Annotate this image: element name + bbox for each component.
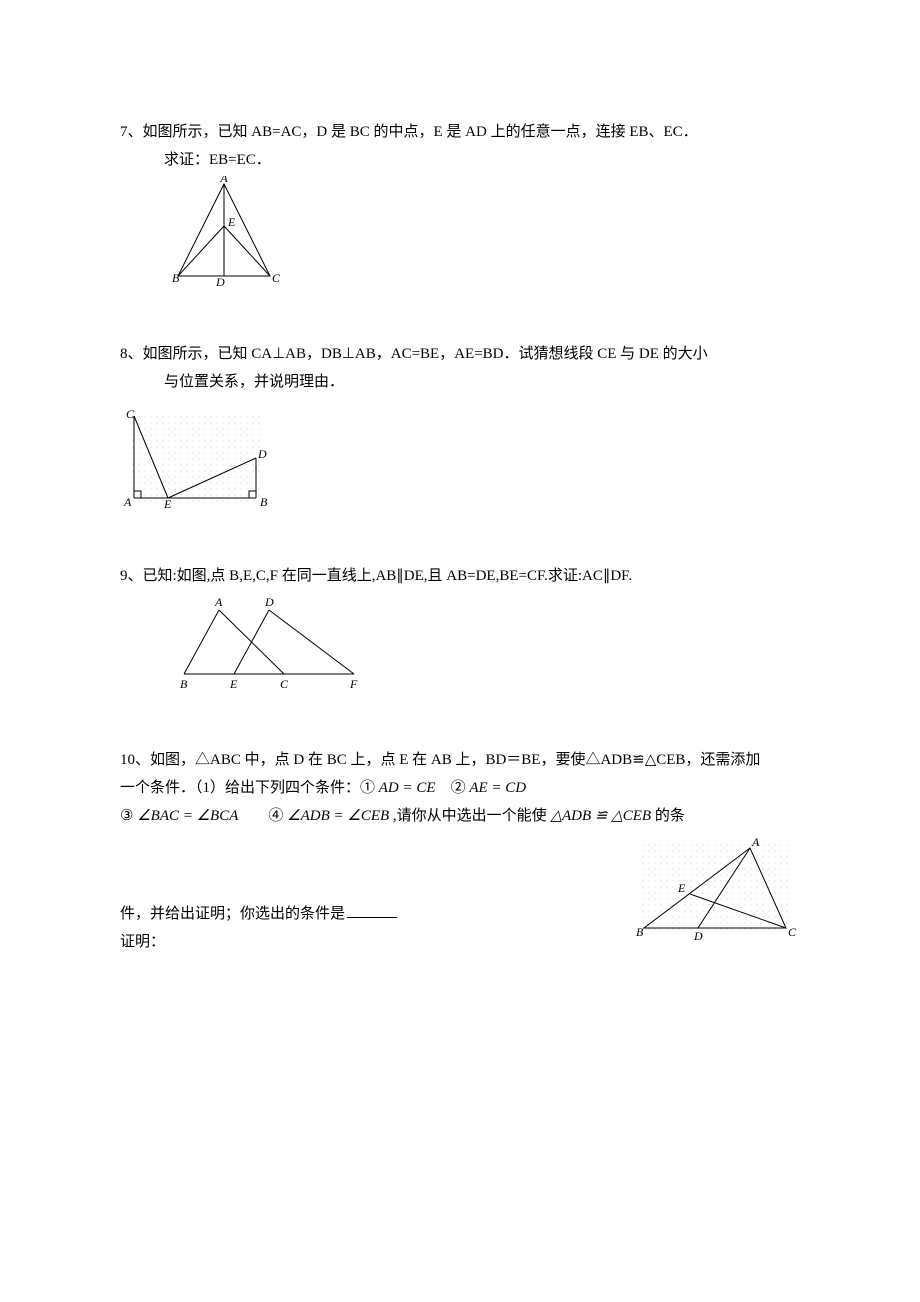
q7-label-D: D xyxy=(215,275,225,286)
q9-label-E: E xyxy=(229,677,238,691)
q10-num: 10、 xyxy=(120,752,150,768)
q9-num: 9、 xyxy=(120,568,143,584)
q7-label-C: C xyxy=(272,271,281,285)
q8-label-E: E xyxy=(163,497,172,508)
q7-label-E: E xyxy=(227,215,236,229)
q10-l2b: AD = CE xyxy=(379,780,436,796)
q8-label-A: A xyxy=(123,495,132,508)
q8-num: 8、 xyxy=(120,346,143,362)
q7-line2: 求证：EB=EC． xyxy=(120,148,810,172)
q10-line5: 证明： xyxy=(120,930,620,954)
problem-9: 9、已知:如图,点 B,E,C,F 在同一直线上,AB∥DE,且 AB=DE,B… xyxy=(120,564,810,700)
q8-label-D: D xyxy=(257,447,267,461)
q10-left: 件，并给出证明；你选出的条件是 证明： xyxy=(120,832,620,958)
q10-line3: ③ ∠BAC = ∠BCA ④ ∠ADB = ∠CEB ,请你从中选出一个能使 … xyxy=(120,804,810,828)
q10-text1: 如图，△ABC 中，点 D 在 BC 上，点 E 在 AB 上，BD＝BE，要使… xyxy=(150,752,760,768)
q7-figure: A B C D E xyxy=(120,176,810,294)
problem-8: 8、如图所示，已知 CA⊥AB，DB⊥AB，AC=BE，AE=BD．试猜想线段 … xyxy=(120,342,810,516)
q9-svg: A D B E C F xyxy=(164,592,374,692)
q7-num: 7、 xyxy=(120,124,143,140)
q8-label-C: C xyxy=(126,407,135,421)
q9-label-B: B xyxy=(180,677,188,691)
q8-line2: 与位置关系，并说明理由． xyxy=(120,370,810,394)
q10-l2a: 一个条件．（1）给出下列四个条件：① xyxy=(120,780,379,796)
q9-label-A: A xyxy=(214,595,223,609)
q9-text1: 已知:如图,点 B,E,C,F 在同一直线上,AB∥DE,且 AB=DE,BE=… xyxy=(143,568,633,584)
q9-label-F: F xyxy=(349,677,358,691)
q9-figure: A D B E C F xyxy=(120,592,810,700)
q7-svg: A B C D E xyxy=(164,176,284,286)
q10-l3e: ,请你从中选出一个能使 xyxy=(389,808,550,824)
q7-text1: 如图所示，已知 AB=AC，D 是 BC 的中点，E 是 AD 上的任意一点，连… xyxy=(143,124,698,140)
q10-row: 件，并给出证明；你选出的条件是 证明： xyxy=(120,832,810,958)
q10-svg: A B C D E xyxy=(630,832,800,942)
q9-line1: 9、已知:如图,点 B,E,C,F 在同一直线上,AB∥DE,且 AB=DE,B… xyxy=(120,564,810,588)
q10-label-A: A xyxy=(751,835,760,849)
q7-line1: 7、如图所示，已知 AB=AC，D 是 BC 的中点，E 是 AD 上的任意一点… xyxy=(120,120,810,144)
q10-label-E: E xyxy=(677,881,686,895)
q10-label-D: D xyxy=(693,929,703,942)
page: 7、如图所示，已知 AB=AC，D 是 BC 的中点，E 是 AD 上的任意一点… xyxy=(0,0,920,1302)
q10-label-C: C xyxy=(788,925,797,939)
q10-line4-wrap: 件，并给出证明；你选出的条件是 xyxy=(120,902,620,926)
q10-l2d: AE = CD xyxy=(469,780,526,796)
q10-figure: A B C D E xyxy=(620,832,810,950)
q9-label-D: D xyxy=(264,595,274,609)
q10-l3a: ③ xyxy=(120,808,137,824)
q10-l2c: ② xyxy=(436,780,470,796)
problem-7: 7、如图所示，已知 AB=AC，D 是 BC 的中点，E 是 AD 上的任意一点… xyxy=(120,120,810,294)
q7-label-A: A xyxy=(219,176,228,185)
q10-l3d: ∠ADB = ∠CEB xyxy=(287,808,389,824)
q10-l3b: ∠BAC = ∠BCA xyxy=(137,808,238,824)
q8-figure: C D A E B xyxy=(120,398,810,516)
q10-l3c: ④ xyxy=(238,808,287,824)
q8-label-B: B xyxy=(260,495,268,508)
q10-line1: 10、如图，△ABC 中，点 D 在 BC 上，点 E 在 AB 上，BD＝BE… xyxy=(120,748,810,772)
q10-l3g: 的条 xyxy=(651,808,685,824)
q10-line2: 一个条件．（1）给出下列四个条件：① AD = CE ② AE = CD xyxy=(120,776,810,800)
q8-svg: C D A E B xyxy=(120,398,275,508)
q10-l3f: △ADB ≌ △CEB xyxy=(550,808,651,824)
q8-text1: 如图所示，已知 CA⊥AB，DB⊥AB，AC=BE，AE=BD．试猜想线段 CE… xyxy=(143,346,708,362)
q9-label-C: C xyxy=(280,677,289,691)
q7-label-B: B xyxy=(172,271,180,285)
q10-label-B: B xyxy=(636,925,644,939)
q8-line1: 8、如图所示，已知 CA⊥AB，DB⊥AB，AC=BE，AE=BD．试猜想线段 … xyxy=(120,342,810,366)
q10-blank xyxy=(347,902,397,918)
q10-line4: 件，并给出证明；你选出的条件是 xyxy=(120,906,345,922)
problem-10: 10、如图，△ABC 中，点 D 在 BC 上，点 E 在 AB 上，BD＝BE… xyxy=(120,748,810,958)
